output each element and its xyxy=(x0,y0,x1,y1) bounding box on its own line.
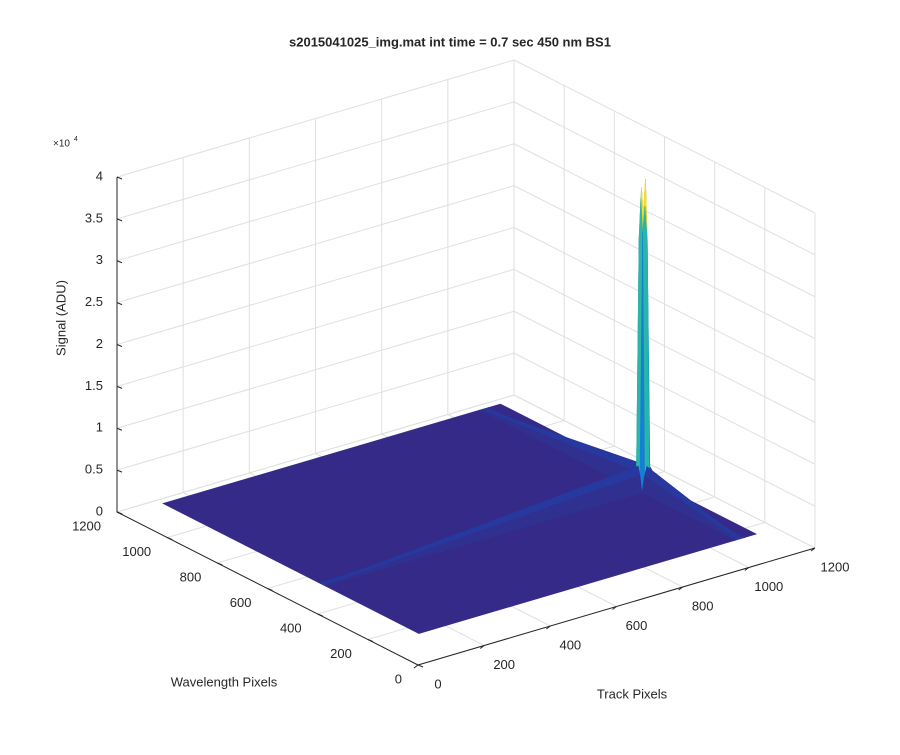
y-tick xyxy=(267,588,273,591)
grid-line xyxy=(116,227,515,345)
x-tick xyxy=(413,664,419,669)
y-tick-label: 1000 xyxy=(122,544,151,559)
surface-patch xyxy=(325,492,736,634)
x-tick-label: 600 xyxy=(626,618,648,633)
grid-line xyxy=(513,185,816,340)
y-tick xyxy=(317,613,323,617)
y-tick-label: 1200 xyxy=(72,518,101,533)
z-tick xyxy=(116,260,123,264)
grid-line xyxy=(513,143,816,298)
z-multiplier-exponent: 4 xyxy=(74,136,78,143)
z-tick xyxy=(116,427,123,431)
z-tick-label: 0.5 xyxy=(85,462,103,477)
y-tick-label: 200 xyxy=(330,646,352,661)
x-tick xyxy=(612,606,617,610)
grid-line xyxy=(116,101,515,220)
grid-line xyxy=(116,352,515,471)
z-axis-label: Signal (ADU) xyxy=(53,280,68,356)
grid-line xyxy=(116,268,515,387)
x-tick xyxy=(479,645,485,649)
z-tick xyxy=(116,218,123,222)
grid-line xyxy=(513,227,816,381)
grid-line xyxy=(116,59,515,178)
z-tick xyxy=(116,385,123,389)
grid-line xyxy=(116,143,515,262)
grid-line xyxy=(116,394,515,513)
x-tick-label: 1200 xyxy=(821,559,850,574)
y-tick-label: 0 xyxy=(395,671,402,686)
x-tick xyxy=(744,567,750,571)
z-tick-label: 0 xyxy=(96,503,103,518)
x-tick xyxy=(546,625,551,630)
z-tick xyxy=(116,511,123,515)
grid-line xyxy=(513,59,816,214)
z-tick xyxy=(116,302,123,306)
x-axis-label: Track Pixels xyxy=(597,686,668,701)
x-tick xyxy=(810,547,816,552)
x-tick-label: 400 xyxy=(559,637,581,652)
x-tick-label: 200 xyxy=(493,657,515,672)
y-axis-label: Wavelength Pixels xyxy=(171,674,278,689)
z-tick-label: 3.5 xyxy=(85,210,103,225)
grid-line xyxy=(116,310,515,429)
y-tick xyxy=(367,639,374,642)
grid-line xyxy=(513,394,816,549)
chart-title: s2015041025_img.mat int time = 0.7 sec 4… xyxy=(289,34,611,49)
z-multiplier-base: ×10 xyxy=(53,139,70,150)
x-tick xyxy=(678,586,683,591)
y-tick-label: 600 xyxy=(230,595,252,610)
y-tick xyxy=(417,664,424,668)
z-tick-label: 2.5 xyxy=(85,294,103,309)
x-tick-label: 1000 xyxy=(754,579,783,594)
grid-line xyxy=(513,352,816,507)
grid-line xyxy=(513,101,816,256)
grid-line xyxy=(513,310,816,465)
axes: 0200400600800100012000200400600800100012… xyxy=(72,168,849,691)
x-tick-label: 800 xyxy=(692,598,714,613)
z-tick xyxy=(116,344,123,347)
surface xyxy=(162,179,758,634)
y-tick-label: 400 xyxy=(280,620,302,635)
y-tick xyxy=(217,562,223,566)
z-tick-label: 4 xyxy=(96,168,103,183)
y-tick xyxy=(166,537,173,540)
z-tick-label: 1.5 xyxy=(85,378,103,393)
z-tick-label: 1 xyxy=(96,420,103,435)
z-tick xyxy=(116,176,123,180)
y-tick-label: 800 xyxy=(180,569,202,584)
x-tick-label: 0 xyxy=(434,676,441,691)
grid-line xyxy=(513,268,816,423)
z-tick xyxy=(116,469,123,473)
grid-line xyxy=(116,185,515,304)
z-tick-label: 2 xyxy=(96,336,103,351)
z-tick-label: 3 xyxy=(96,252,103,267)
